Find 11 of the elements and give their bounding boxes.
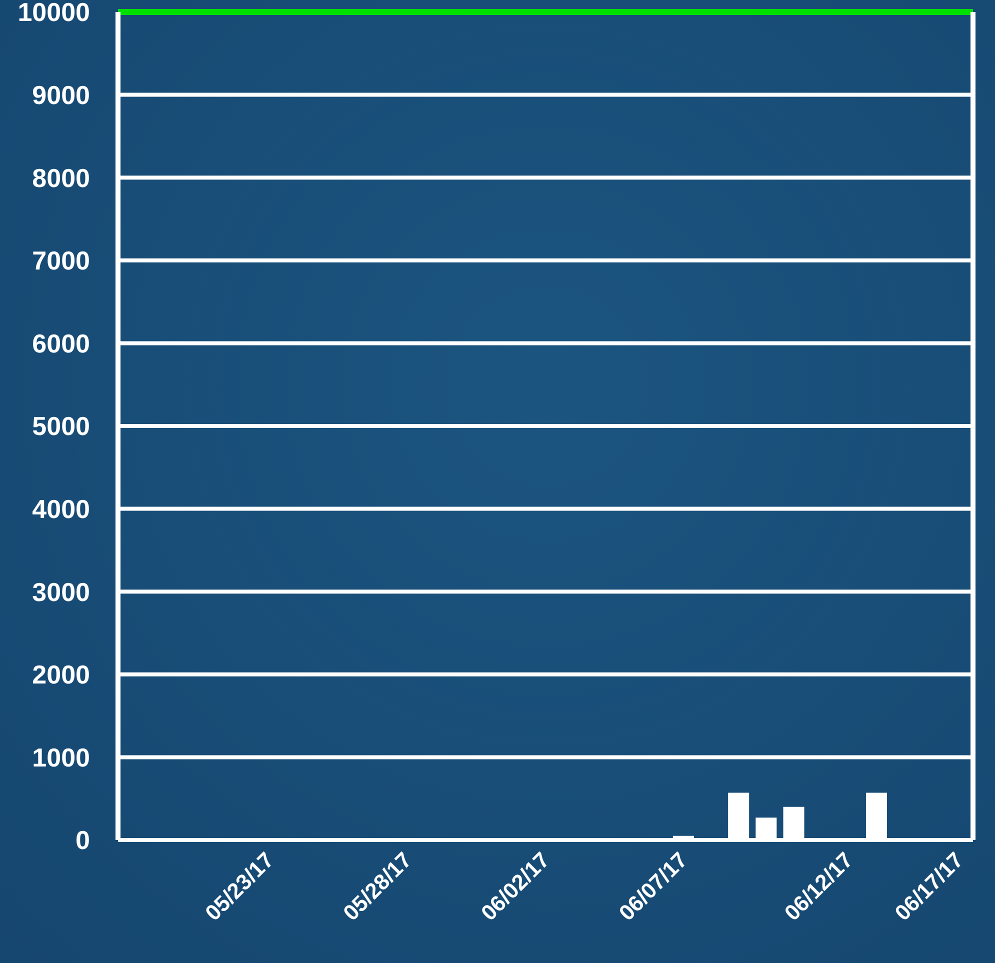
y-tick-label: 0: [76, 825, 90, 856]
y-tick-label: 6000: [32, 328, 90, 358]
y-tick-label: 7000: [32, 246, 90, 276]
y-tick-label: 9000: [32, 80, 90, 110]
y-tick-label: 8000: [32, 162, 90, 193]
y-tick-label: 5000: [32, 411, 90, 442]
y-tick-label: 3000: [32, 576, 90, 607]
y-tick-label: 10000: [18, 0, 90, 28]
y-tick-label: 2000: [32, 660, 90, 690]
y-tick-label: 1000: [32, 742, 90, 772]
y-tick-label: 4000: [32, 494, 90, 524]
